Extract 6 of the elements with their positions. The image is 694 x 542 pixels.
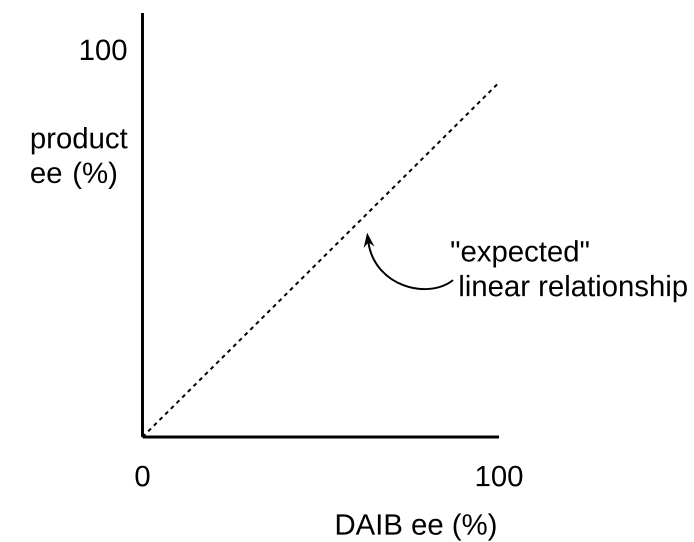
x-tick-label: 0 <box>135 466 150 486</box>
y-axis-title: product ee (%) <box>31 126 128 189</box>
x-axis-title: DAIB ee (%) <box>336 513 496 541</box>
text: 100 <box>80 39 126 60</box>
annotation: linear relationship <box>460 274 687 302</box>
annotation: "expected" <box>451 240 589 268</box>
